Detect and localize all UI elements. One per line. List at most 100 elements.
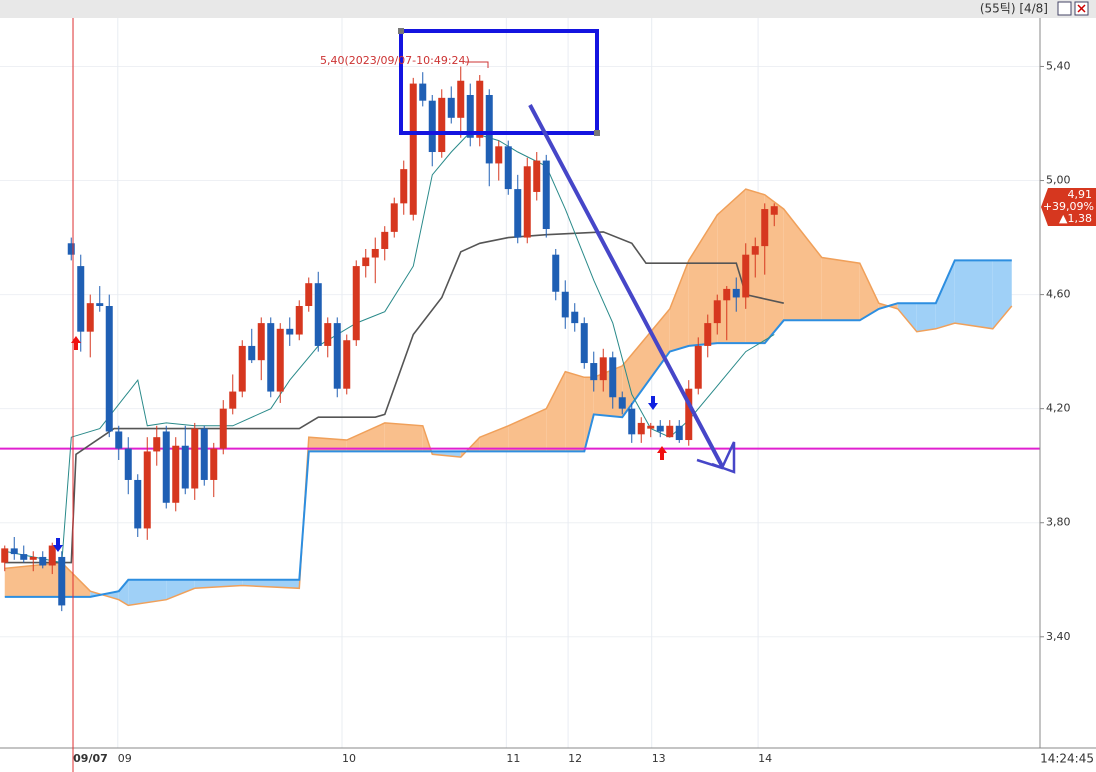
candle-body — [77, 266, 85, 332]
highlight-box — [399, 29, 599, 135]
candle-body — [580, 323, 588, 364]
y-tick-label: 5,00 — [1046, 174, 1071, 187]
price-tag-pct: +39,09% — [1043, 200, 1094, 213]
candle-body — [115, 431, 123, 449]
cloud-segment — [954, 260, 993, 329]
candle-body — [637, 422, 645, 435]
time-label: 14:24:45 — [1040, 752, 1094, 766]
candle-body — [704, 323, 712, 346]
candle-body — [267, 323, 275, 392]
candle-body — [618, 397, 626, 409]
status: (55틱) [4/8] — [980, 2, 1048, 16]
candle-body — [105, 306, 113, 432]
indicator-line — [4, 231, 784, 564]
cloud-segment — [916, 303, 936, 332]
cloud-segment — [821, 257, 860, 321]
candle-body — [143, 451, 151, 529]
cloud-segment — [384, 422, 423, 452]
candle-body — [39, 556, 47, 566]
cloud-segment — [118, 579, 129, 606]
candle-body — [58, 556, 66, 606]
annotation: 5,40(2023/09/07-10:49:24) — [320, 54, 470, 67]
candle-body — [191, 428, 199, 489]
candle-body — [409, 83, 417, 215]
candle-body — [134, 479, 142, 529]
candle-body — [504, 146, 512, 190]
candle-body — [419, 83, 427, 101]
y-tick-label: 3,80 — [1046, 516, 1071, 529]
cloud-segment — [622, 308, 670, 418]
candle-body — [466, 94, 474, 138]
candle-body — [609, 357, 617, 398]
cloud-segment — [4, 562, 62, 597]
candle-body — [10, 548, 18, 555]
candle-body — [694, 345, 702, 389]
cloud-segment — [764, 194, 784, 344]
candle-body — [476, 80, 484, 138]
cloud-span-b — [4, 259, 1012, 598]
annotation-leader — [465, 61, 489, 68]
cloud-span-a — [4, 188, 1013, 607]
cloud-segment — [546, 371, 566, 452]
cloud-segment — [688, 214, 718, 346]
candle-body — [599, 357, 607, 381]
x-tick-label: 13 — [652, 752, 666, 765]
candle-body — [675, 425, 683, 441]
candle-body — [751, 246, 759, 255]
cloud-segment — [508, 408, 547, 452]
plot-area — [0, 18, 1044, 748]
candle-body — [371, 248, 379, 258]
candle-body — [314, 283, 322, 346]
cloud-segment — [859, 263, 879, 321]
candle-body — [713, 300, 721, 324]
candle-body — [219, 408, 227, 449]
candle-body — [1, 548, 9, 563]
cloud-segment — [783, 209, 822, 321]
y-tick-label: 3,40 — [1046, 630, 1071, 643]
cloud-segment — [565, 371, 585, 452]
cloud-segment — [128, 579, 167, 606]
cloud-segment — [166, 579, 195, 600]
cloud-segment — [669, 260, 689, 352]
candle-body — [181, 445, 189, 489]
cloud-segment — [584, 377, 594, 452]
candle-body — [229, 391, 237, 409]
candle-body — [96, 303, 104, 307]
candle-body — [20, 554, 28, 560]
candle-body — [381, 231, 389, 249]
candle-body — [666, 425, 674, 438]
candle-body — [286, 328, 294, 335]
x-tick-label: 14 — [758, 752, 772, 765]
candle-body — [238, 345, 246, 392]
buy-signal — [657, 446, 667, 460]
cloud-segment — [717, 189, 746, 344]
candle-body — [542, 160, 550, 230]
candle-body — [533, 160, 541, 192]
candle-body — [571, 311, 579, 324]
candle-body — [48, 545, 56, 566]
candle-body — [438, 97, 446, 153]
cloud-segment — [61, 562, 91, 597]
candle-body — [523, 166, 531, 238]
restore-button[interactable] — [1057, 1, 1072, 16]
candle-body — [590, 363, 598, 381]
arrow-head — [696, 441, 736, 474]
candle-body — [248, 345, 256, 361]
candle-body — [333, 323, 341, 389]
candle-body — [723, 288, 731, 301]
candle-body — [324, 323, 332, 346]
cloud-segment — [897, 303, 917, 332]
x-tick-label: 10 — [342, 752, 356, 765]
candle-body — [561, 291, 569, 318]
sell-signal — [53, 538, 63, 552]
candle-body — [761, 209, 769, 247]
cloud-segment — [346, 422, 385, 452]
price-tag — [1041, 188, 1096, 226]
candle-body — [742, 254, 750, 298]
candle-body — [685, 388, 693, 441]
candle-body — [276, 328, 284, 392]
candle-body — [552, 254, 560, 292]
candle-body — [485, 94, 493, 164]
y-tick-label: 5,40 — [1046, 59, 1071, 72]
